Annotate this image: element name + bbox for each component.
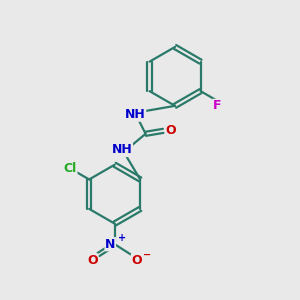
Text: O: O [87,254,98,267]
Text: NH: NH [112,143,132,157]
Text: +: + [118,233,126,243]
Text: O: O [165,124,176,137]
Text: Cl: Cl [64,162,77,175]
Text: O: O [131,254,142,267]
Text: N: N [105,238,116,251]
Text: NH: NH [125,108,146,121]
Text: F: F [213,99,221,112]
Text: −: − [143,250,152,260]
